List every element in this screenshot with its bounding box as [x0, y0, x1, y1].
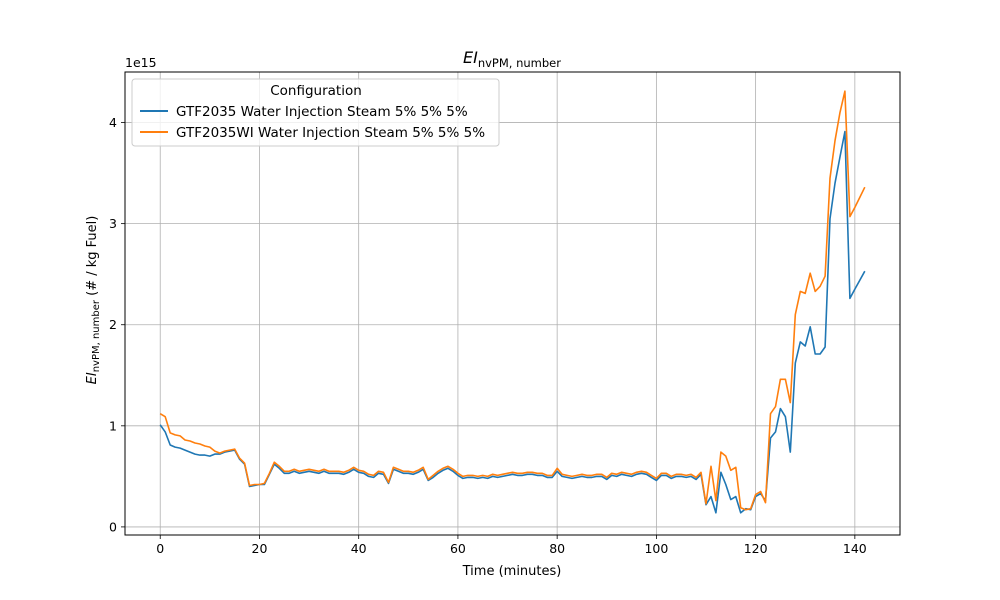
y-axis-label-subscript: nvPM, number	[91, 299, 102, 372]
chart-title-subscript: nvPM, number	[478, 56, 561, 70]
y-axis-label: EInvPM, number (# / kg Fuel)	[85, 216, 102, 385]
series-line-1	[159, 130, 866, 514]
x-tick-label: 0	[156, 541, 164, 556]
x-tick-label: 40	[351, 541, 367, 556]
legend-box	[131, 78, 500, 147]
y-offset-text: 1e15	[125, 55, 157, 70]
y-axis-label-main: EI	[85, 372, 100, 384]
series-line-2	[159, 90, 866, 511]
x-axis-label: Time (minutes)	[462, 564, 562, 579]
legend: Configuration GTF2035 Water Injection St…	[131, 78, 500, 147]
y-tick-label: 4	[109, 115, 117, 130]
x-tick-label: 100	[644, 541, 668, 556]
grid-lines	[125, 72, 900, 535]
y-tick-label: 3	[109, 216, 117, 231]
legend-label-series-1: GTF2035 Water Injection Steam 5% 5% 5%	[176, 104, 468, 120]
chart-title: EInvPM, number	[463, 48, 561, 70]
legend-label-series-2: GTF2035WI Water Injection Steam 5% 5% 5%	[176, 125, 485, 141]
y-tick-label: 0	[109, 519, 117, 534]
axis-ticks: 0 20 40 60 80 100 120 140 0 1 2 3 4	[109, 115, 867, 556]
chart-title-main: EI	[463, 48, 478, 67]
x-tick-label: 140	[843, 541, 867, 556]
y-tick-label: 1	[109, 418, 117, 433]
y-axis-label-suffix: (# / kg Fuel)	[85, 216, 100, 300]
x-tick-label: 120	[744, 541, 768, 556]
x-tick-label: 60	[450, 541, 466, 556]
plot-frame	[124, 71, 901, 536]
x-tick-label: 80	[549, 541, 565, 556]
legend-title: Configuration	[270, 83, 362, 99]
series-layer	[159, 90, 866, 514]
y-tick-label: 2	[109, 317, 117, 332]
x-tick-label: 20	[252, 541, 268, 556]
